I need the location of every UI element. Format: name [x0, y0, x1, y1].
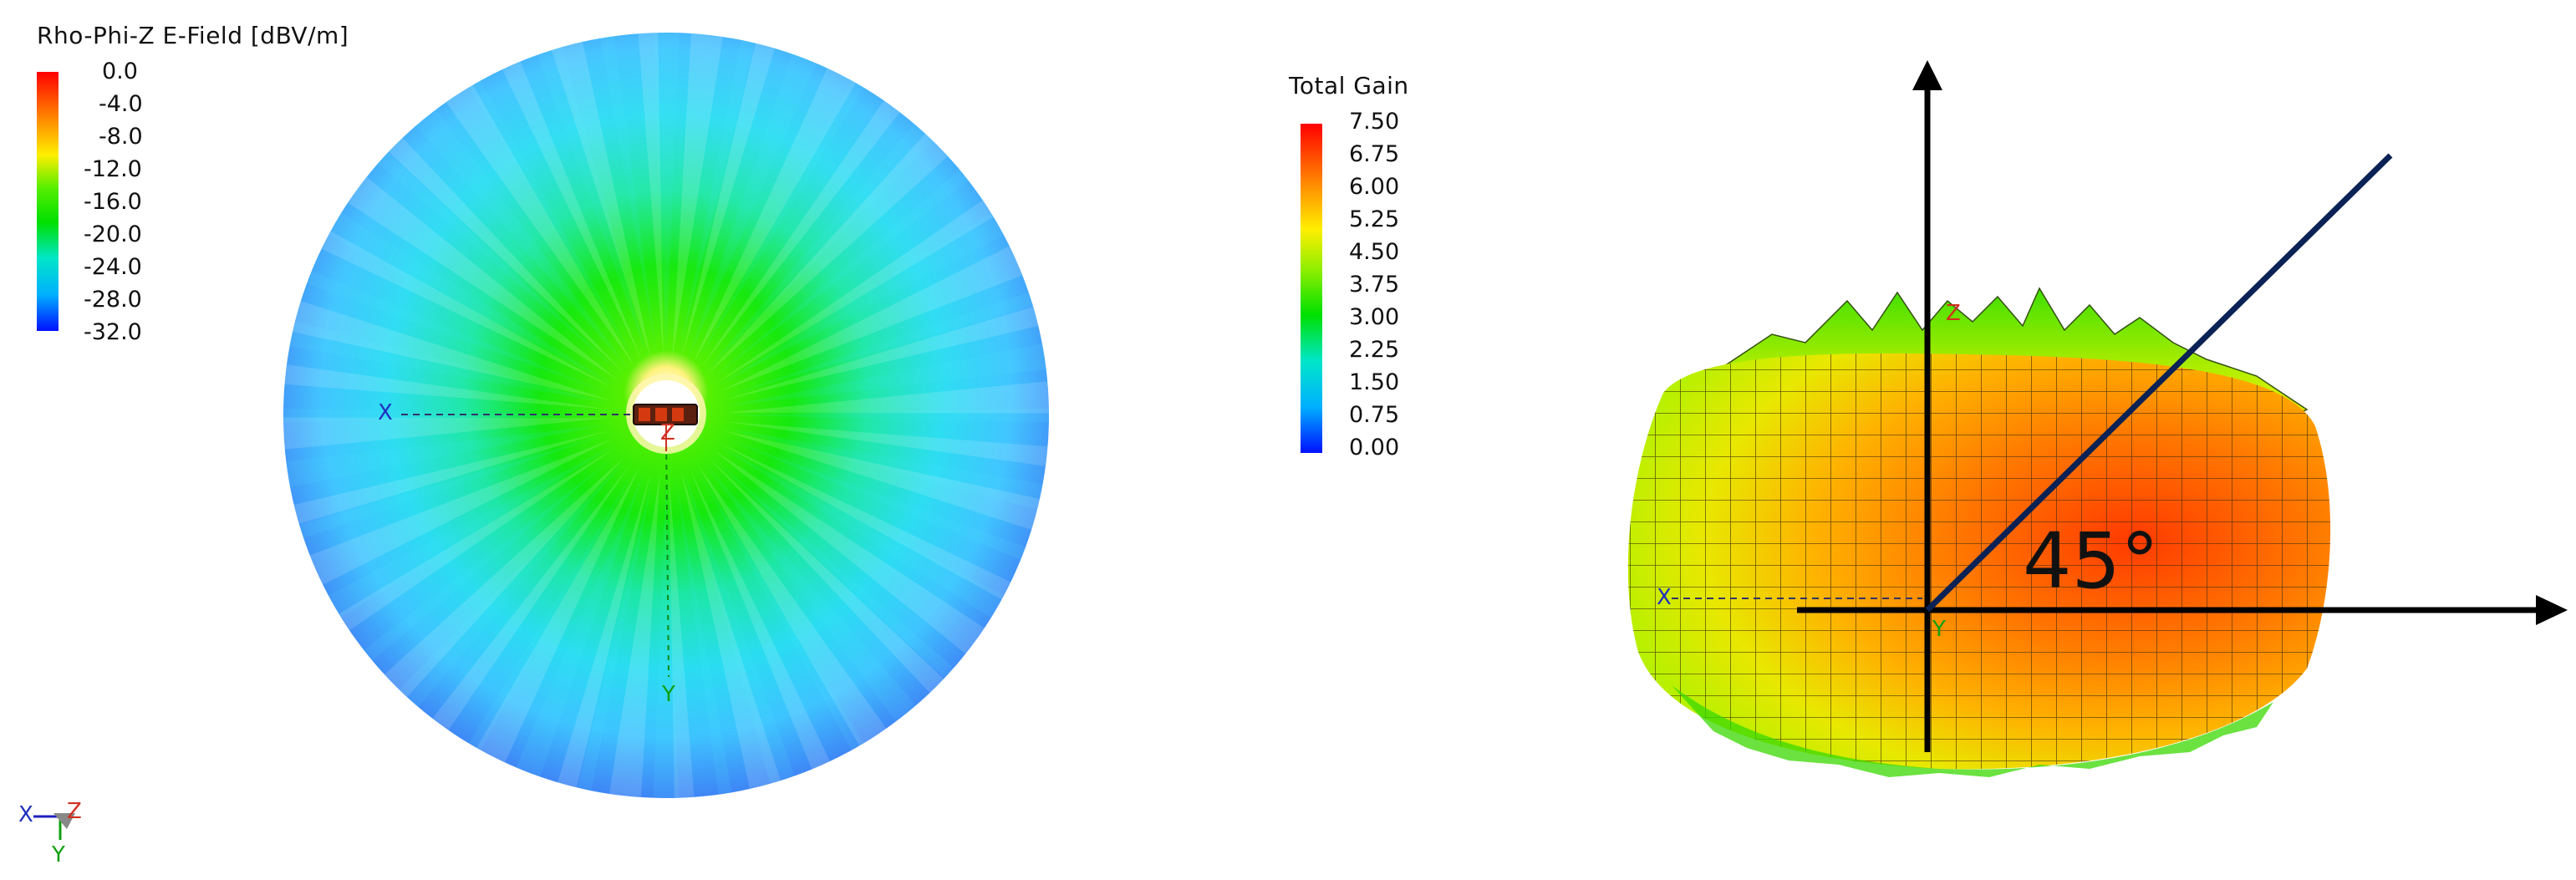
angle-45-line	[1925, 153, 2393, 613]
orientation-triad	[33, 813, 75, 840]
antenna-source	[626, 374, 706, 454]
gain-legend-title: Total Gain	[1289, 72, 1409, 99]
angle-label: 45°	[2023, 516, 2160, 606]
gain-tick: 2.25	[1349, 337, 1400, 363]
gain-tick: 6.00	[1349, 174, 1400, 200]
gain-x-label: X	[1657, 585, 1672, 610]
efield-y-axis-line	[665, 434, 669, 678]
triad-x-label: X	[18, 802, 33, 827]
triad-y-label: Y	[52, 842, 65, 867]
efield-tick: -4.0	[99, 91, 143, 117]
efield-tick: -16.0	[84, 189, 142, 215]
efield-tick: -32.0	[84, 319, 142, 345]
gain-tick: 0.00	[1349, 435, 1400, 460]
gain-colorbar	[1301, 124, 1322, 453]
efield-tick: -28.0	[84, 287, 142, 313]
gain-tick: 4.50	[1349, 239, 1400, 265]
efield-x-label: X	[378, 400, 393, 425]
efield-z-label: Z	[660, 420, 675, 445]
gain-tick: 0.75	[1349, 402, 1400, 428]
gain-z-label: Z	[1946, 301, 1961, 326]
gain-tick: 7.50	[1349, 109, 1400, 135]
efield-y-label: Y	[662, 682, 675, 707]
efield-legend-title: Rho-Phi-Z E-Field [dBV/m]	[37, 22, 349, 49]
gain-vertical-axis	[1912, 60, 1942, 752]
gain-pattern-3d	[1627, 287, 2331, 777]
gain-y-label: Y	[1932, 617, 1946, 642]
efield-tick: -20.0	[84, 221, 142, 247]
gain-tick: 3.75	[1349, 272, 1400, 298]
triad-z-label: Z	[67, 799, 82, 824]
gain-tick: 1.50	[1349, 369, 1400, 395]
efield-tick: -12.0	[84, 156, 142, 182]
efield-tick: 0.0	[102, 58, 138, 84]
gain-horizontal-axis	[1797, 595, 2568, 625]
gain-tick: 3.00	[1349, 304, 1400, 330]
gain-tick: 5.25	[1349, 206, 1400, 232]
efield-tick: -8.0	[99, 124, 143, 150]
gain-tick: 6.75	[1349, 141, 1400, 167]
efield-colorbar	[37, 72, 59, 331]
efield-tick: -24.0	[84, 254, 142, 280]
